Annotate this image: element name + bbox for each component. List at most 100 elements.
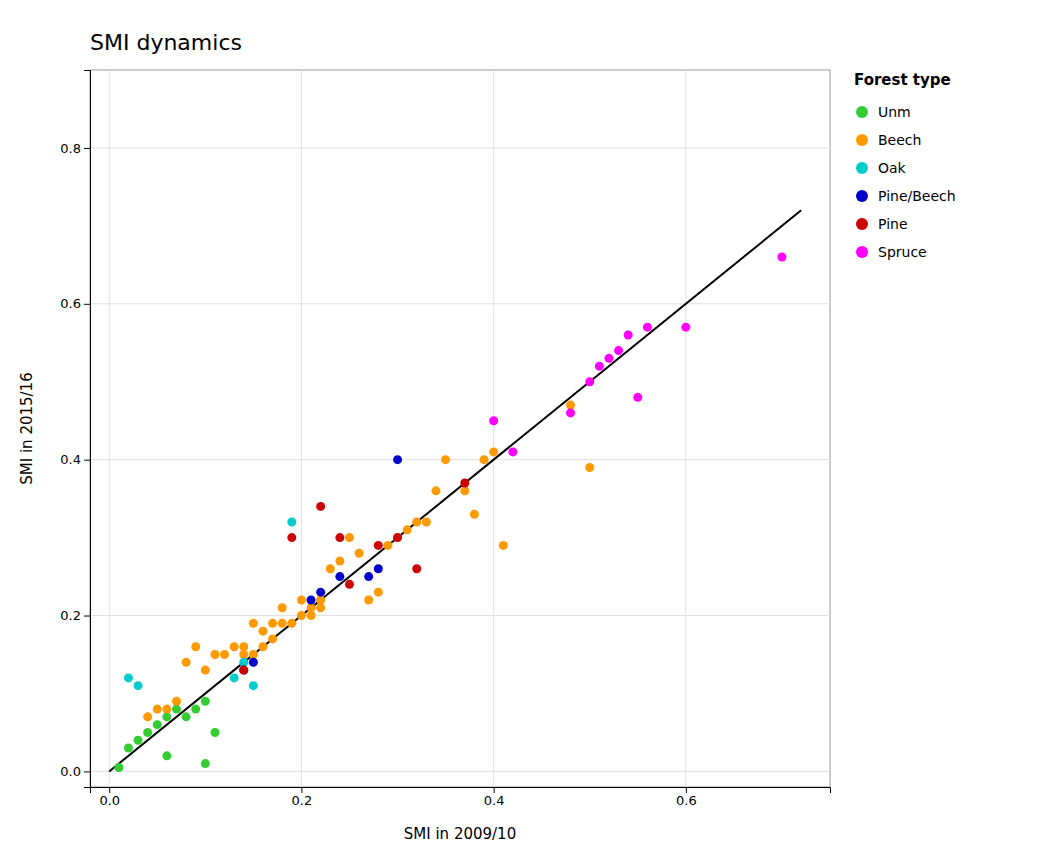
point xyxy=(249,619,258,628)
point xyxy=(364,572,373,581)
point xyxy=(345,580,354,589)
tick: 0.8 xyxy=(60,141,90,156)
tick-label: 0.2 xyxy=(60,608,81,623)
point xyxy=(412,564,421,573)
legend-label: Beech xyxy=(878,132,921,148)
point xyxy=(297,611,306,620)
point xyxy=(172,697,181,706)
point xyxy=(182,658,191,667)
point xyxy=(307,603,316,612)
point xyxy=(143,728,152,737)
point xyxy=(143,712,152,721)
point xyxy=(374,564,383,573)
legend-label: Spruce xyxy=(878,244,927,260)
point xyxy=(239,666,248,675)
point xyxy=(316,502,325,511)
point xyxy=(278,619,287,628)
point xyxy=(258,642,267,651)
grid-line xyxy=(90,459,830,460)
tick-mark xyxy=(686,787,687,793)
y-axis-label: SMI in 2015/16 xyxy=(18,372,36,484)
legend-marker xyxy=(856,218,868,230)
tick: 0.4 xyxy=(484,787,505,808)
x-axis-label: SMI in 2009/10 xyxy=(404,825,516,843)
grid-line xyxy=(90,615,830,616)
grid-line xyxy=(109,70,110,787)
series xyxy=(239,455,402,674)
point xyxy=(239,666,248,675)
point xyxy=(278,603,287,612)
point xyxy=(431,486,440,495)
point xyxy=(643,323,652,332)
point xyxy=(258,627,267,636)
point xyxy=(249,650,258,659)
axis-line xyxy=(84,71,91,788)
tick-label: 0.0 xyxy=(99,793,120,808)
legend-item: Oak xyxy=(856,160,907,176)
tick: 0.0 xyxy=(99,787,120,808)
point xyxy=(307,595,316,604)
tick-mark xyxy=(84,771,90,772)
point xyxy=(460,486,469,495)
series xyxy=(239,479,469,675)
legend-marker xyxy=(856,162,868,174)
point xyxy=(393,533,402,542)
point xyxy=(393,533,402,542)
point xyxy=(489,447,498,456)
legend-item: Spruce xyxy=(856,244,927,260)
plot: 0.00.20.40.60.00.20.40.60.8 xyxy=(60,70,830,808)
point xyxy=(210,650,219,659)
point xyxy=(162,751,171,760)
point xyxy=(374,541,383,550)
tick-label: 0.6 xyxy=(60,296,81,311)
point xyxy=(316,588,325,597)
legend-item: Beech xyxy=(856,132,921,148)
y-axis: 0.00.20.40.60.8 xyxy=(60,71,90,788)
legend-label: Oak xyxy=(878,160,907,176)
point xyxy=(326,564,335,573)
tick-mark xyxy=(494,787,495,793)
x-axis: 0.00.20.40.6 xyxy=(91,787,831,808)
legend-label: Pine xyxy=(878,216,908,232)
grid-line xyxy=(301,70,302,787)
plot-frame xyxy=(90,70,830,787)
title: SMI dynamics xyxy=(90,30,242,55)
tick: 0.0 xyxy=(60,764,90,779)
point xyxy=(604,354,613,363)
point xyxy=(172,705,181,714)
point xyxy=(508,447,517,456)
point xyxy=(134,681,143,690)
point xyxy=(162,712,171,721)
tick: 0.2 xyxy=(292,787,313,808)
point xyxy=(307,611,316,620)
tick: 0.2 xyxy=(60,608,90,623)
legend-item: Unm xyxy=(856,104,911,120)
grid xyxy=(90,70,830,787)
point xyxy=(249,658,258,667)
legend-title: Forest type xyxy=(854,71,951,89)
point xyxy=(489,416,498,425)
point xyxy=(412,518,421,527)
legend-item: Pine/Beech xyxy=(856,188,956,204)
point xyxy=(239,642,248,651)
point xyxy=(345,533,354,542)
point xyxy=(124,744,133,753)
point xyxy=(191,705,200,714)
tick-mark xyxy=(301,787,302,793)
point xyxy=(624,330,633,339)
point xyxy=(566,408,575,417)
legend: Forest type Unm Beech Oak Pine/Beech Pine Spru… xyxy=(854,71,956,260)
point xyxy=(335,572,344,581)
point xyxy=(316,603,325,612)
point xyxy=(220,650,229,659)
point xyxy=(287,533,296,542)
grid-line xyxy=(90,147,830,148)
tick-mark xyxy=(84,616,90,617)
tick-label: 0.4 xyxy=(484,793,505,808)
point xyxy=(460,479,469,488)
point xyxy=(393,455,402,464)
chart: 0.00.20.40.60.00.20.40.60.8SMI dynamicsS… xyxy=(0,0,1040,867)
point xyxy=(422,518,431,527)
point xyxy=(153,705,162,714)
reference-line xyxy=(109,210,801,771)
